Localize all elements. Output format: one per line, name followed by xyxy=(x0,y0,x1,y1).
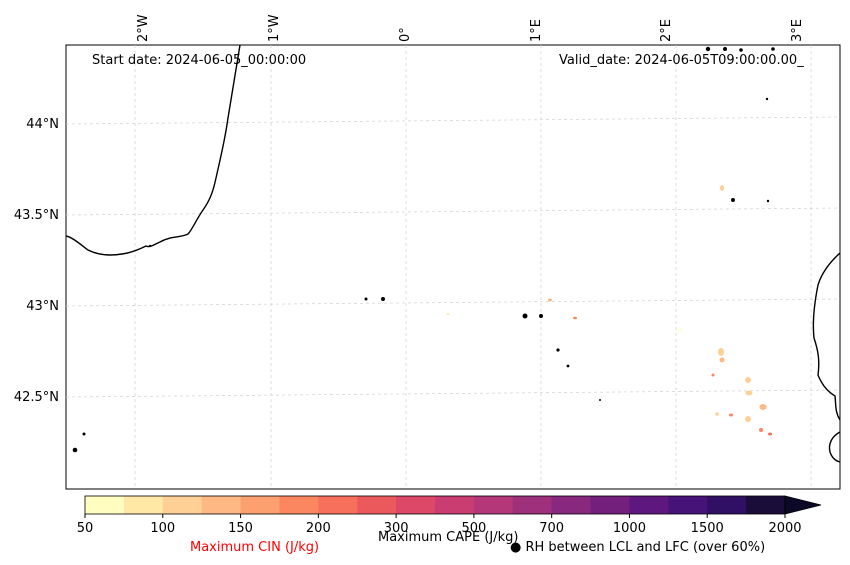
colorbar-segment xyxy=(473,496,514,514)
coastline-bay-of-biscay xyxy=(65,44,241,256)
colorbar-segment xyxy=(240,496,280,514)
colorbar-tick-label: 300 xyxy=(384,521,409,536)
lon-label: 0° xyxy=(398,27,413,42)
cape-patches xyxy=(446,185,772,436)
colorbar-tick-label: 1500 xyxy=(691,521,724,536)
colorbar-segment xyxy=(668,496,708,514)
colorbar-tick-label: 50 xyxy=(77,521,94,536)
colorbar-tick-label: 1000 xyxy=(613,521,646,536)
colorbar-segment xyxy=(707,496,747,514)
colorbar-tick-label: 2000 xyxy=(768,521,801,536)
map-gridlines xyxy=(65,45,841,489)
colorbar-segment xyxy=(629,496,669,514)
rh-markers xyxy=(72,46,775,453)
colorbar-tick-label: 700 xyxy=(539,521,564,536)
colorbar-tick-label: 100 xyxy=(150,521,175,536)
colorbar-tick-label: 500 xyxy=(461,521,486,536)
rh-legend-label: ● RH between LCL and LFC (over 60%) xyxy=(510,540,765,555)
colorbar-segment xyxy=(201,496,242,514)
lon-label: 2°E xyxy=(659,19,674,42)
lon-label: 1°E xyxy=(529,19,544,42)
colorbar-segment xyxy=(551,496,592,514)
colorbar-extend-arrow xyxy=(784,495,822,515)
map-frame xyxy=(65,44,841,490)
colorbar-segment xyxy=(318,496,358,514)
lat-label: 43°N xyxy=(26,299,59,314)
lon-label: 1°W xyxy=(267,14,282,42)
colorbar-segment xyxy=(396,496,436,514)
colorbar-segment xyxy=(590,496,630,514)
coastline-mediterranean-south xyxy=(828,431,841,463)
colorbar-segment xyxy=(746,496,786,514)
colorbar-title: Maximum CAPE (J/kg) xyxy=(378,530,518,545)
lon-label: 3°E xyxy=(790,19,805,42)
lat-label: 43.5°N xyxy=(14,208,59,223)
cin-legend-label: Maximum CIN (J/kg) xyxy=(190,540,319,555)
colorbar-segment xyxy=(279,496,319,514)
coastline-mediterranean xyxy=(812,252,841,421)
colorbar-segment xyxy=(357,496,397,514)
colorbar-segment xyxy=(162,496,203,514)
colorbar-ticks: 50 100 150 200 300 500 700 1000 1500 2000 xyxy=(77,514,802,536)
lat-label: 44°N xyxy=(26,117,59,132)
colorbar-segment xyxy=(123,496,164,514)
colorbar-segment xyxy=(435,496,475,514)
colorbar-tick-label: 200 xyxy=(306,521,331,536)
colorbar-outline xyxy=(84,495,786,515)
colorbar-tick-label: 150 xyxy=(228,521,253,536)
colorbar-segment xyxy=(85,496,125,514)
lon-label: 2°W xyxy=(136,14,151,42)
cape-colorbar xyxy=(85,496,786,514)
lat-label: 42.5°N xyxy=(14,390,59,405)
valid-date-label: Valid_date: 2024-06-05T09:00:00.00_ xyxy=(559,53,804,68)
colorbar-segment xyxy=(512,496,553,514)
start-date-label: Start date: 2024-06-05_00:00:00 xyxy=(92,53,306,68)
